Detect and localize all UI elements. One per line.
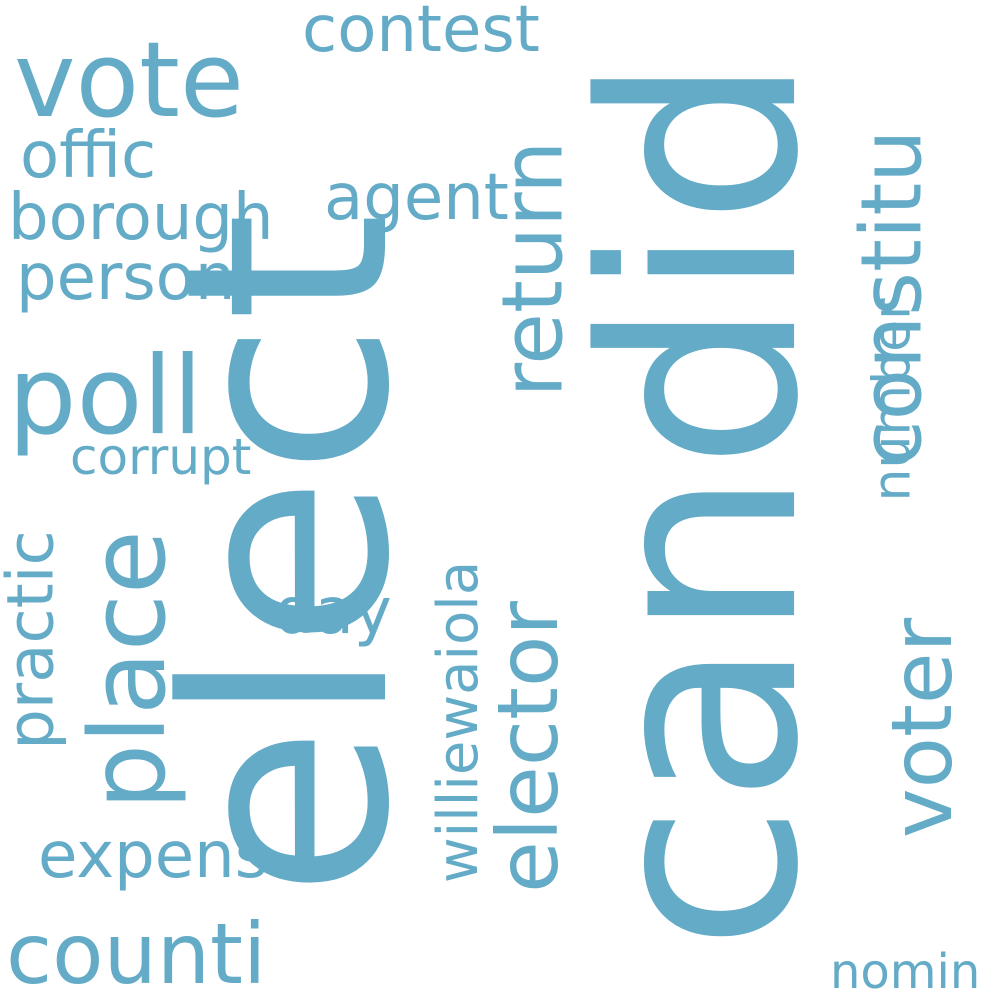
word-place: place	[66, 530, 189, 810]
word-elector: elector	[478, 601, 577, 893]
word-day: day	[274, 575, 392, 649]
word-williewaiola: williewaiola	[426, 560, 492, 884]
word-person: person	[16, 241, 236, 315]
word-voter: voter	[873, 617, 972, 839]
word-corrupt: corrupt	[70, 428, 252, 486]
word-nomin: nomin	[830, 944, 981, 1000]
word-practic: practic	[0, 530, 69, 750]
word-borough: borough	[8, 181, 274, 255]
word-counti: counti	[6, 905, 267, 1000]
word-vote: vote	[14, 19, 244, 141]
word-contest: contest	[302, 0, 540, 67]
word-return: return	[483, 140, 582, 398]
word-number: number	[862, 298, 923, 502]
word-poll: poll	[8, 334, 203, 459]
word-expens: expens	[38, 819, 269, 893]
word-offic: offic	[20, 119, 157, 193]
word-agent: agent	[324, 161, 509, 235]
word-candid: candid	[546, 54, 859, 952]
word-elect: elect	[126, 211, 453, 899]
